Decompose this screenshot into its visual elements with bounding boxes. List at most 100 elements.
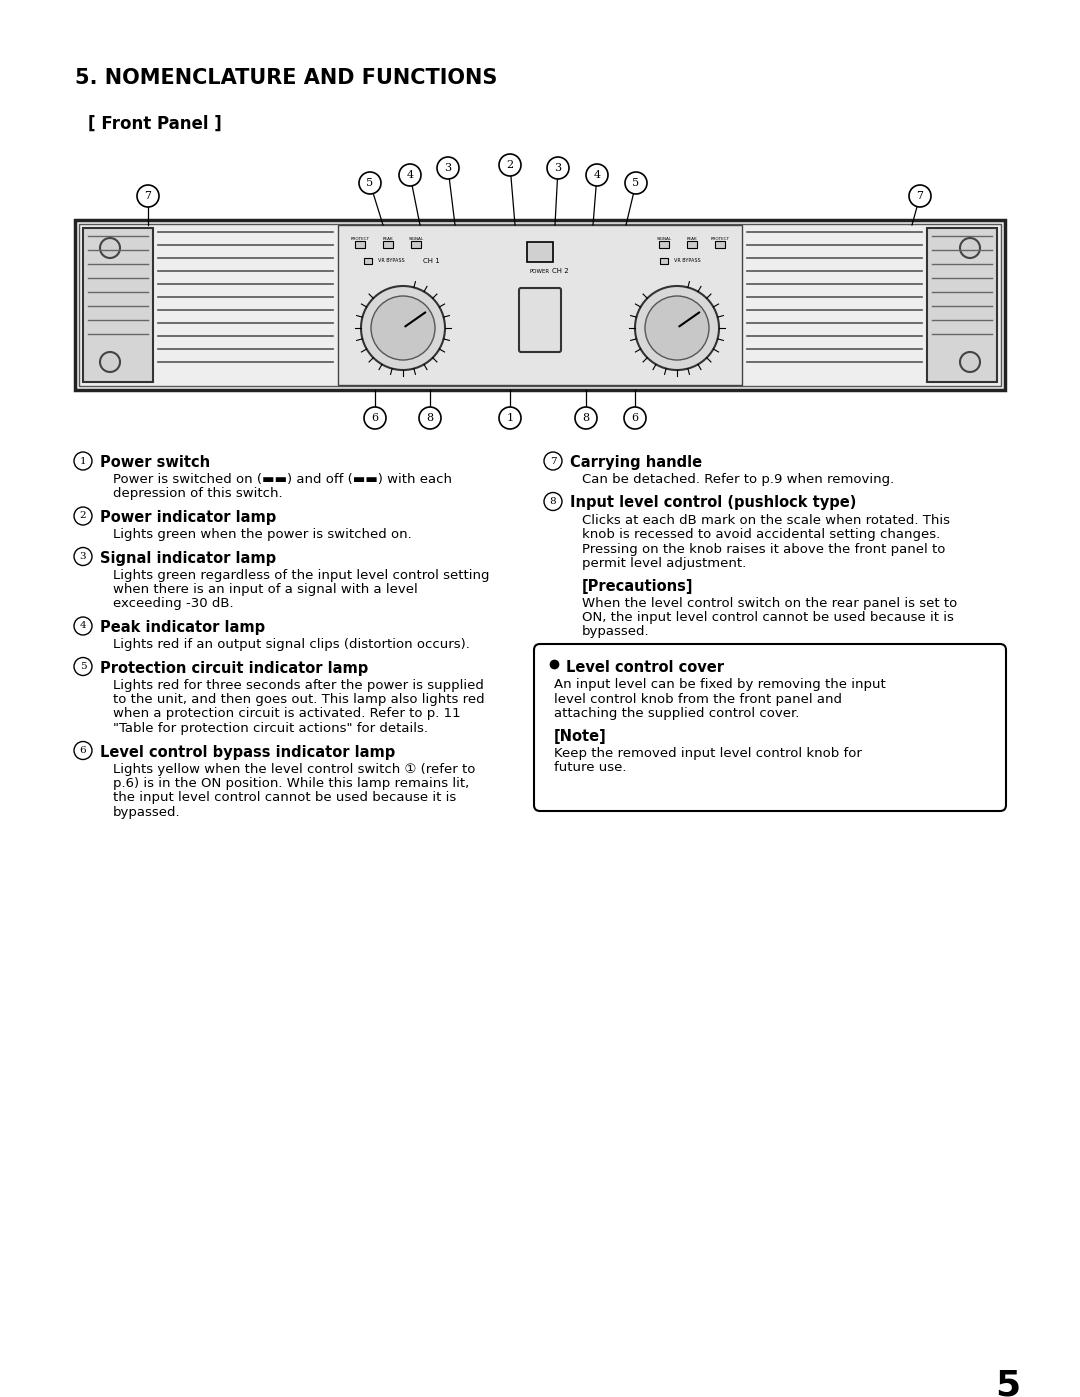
Text: 7: 7: [550, 457, 556, 465]
Text: depression of this switch.: depression of this switch.: [113, 488, 283, 500]
Text: when there is an input of a signal with a level: when there is an input of a signal with …: [113, 583, 418, 597]
FancyBboxPatch shape: [527, 242, 553, 263]
Text: level control knob from the front panel and: level control knob from the front panel …: [554, 693, 842, 705]
Text: "Table for protection circuit actions" for details.: "Table for protection circuit actions" f…: [113, 722, 428, 735]
Circle shape: [544, 453, 562, 469]
Circle shape: [372, 296, 435, 360]
Circle shape: [635, 286, 719, 370]
Text: PROTECT: PROTECT: [711, 237, 730, 242]
Text: Lights yellow when the level control switch ① (refer to: Lights yellow when the level control swi…: [113, 763, 475, 775]
Text: 3: 3: [554, 163, 562, 173]
Text: 4: 4: [80, 622, 86, 630]
Text: 4: 4: [406, 170, 414, 180]
Bar: [715, 242, 725, 249]
Text: CH 1: CH 1: [423, 258, 440, 264]
Text: PEAK: PEAK: [382, 237, 393, 242]
Text: Power is switched on (▬▬) and off (▬▬) with each: Power is switched on (▬▬) and off (▬▬) w…: [113, 474, 453, 486]
FancyBboxPatch shape: [927, 228, 997, 381]
Text: Lights green when the power is switched on.: Lights green when the power is switched …: [113, 528, 411, 541]
Text: when a protection circuit is activated. Refer to p. 11: when a protection circuit is activated. …: [113, 707, 461, 721]
Text: 6: 6: [372, 414, 379, 423]
Text: Pressing on the knob raises it above the front panel to: Pressing on the knob raises it above the…: [582, 542, 945, 556]
Text: An input level can be fixed by removing the input: An input level can be fixed by removing …: [554, 678, 886, 692]
Text: 8: 8: [550, 497, 556, 506]
Text: POWER: POWER: [530, 270, 550, 274]
Text: 1: 1: [507, 414, 514, 423]
Text: 6: 6: [80, 746, 86, 754]
Circle shape: [499, 154, 521, 176]
Circle shape: [361, 286, 445, 370]
Text: 4: 4: [593, 170, 600, 180]
Text: PROTECT: PROTECT: [350, 237, 369, 242]
Text: Clicks at each dB mark on the scale when rotated. This: Clicks at each dB mark on the scale when…: [582, 514, 950, 527]
Text: 5. NOMENCLATURE AND FUNCTIONS: 5. NOMENCLATURE AND FUNCTIONS: [75, 68, 498, 88]
Circle shape: [546, 156, 569, 179]
Circle shape: [960, 352, 980, 372]
Text: Lights red if an output signal clips (distortion occurs).: Lights red if an output signal clips (di…: [113, 638, 470, 651]
Text: Input level control (pushlock type): Input level control (pushlock type): [570, 496, 856, 510]
FancyBboxPatch shape: [534, 644, 1005, 812]
Circle shape: [75, 742, 92, 760]
Text: Lights green regardless of the input level control setting: Lights green regardless of the input lev…: [113, 569, 489, 581]
Text: Power indicator lamp: Power indicator lamp: [100, 510, 276, 525]
Circle shape: [100, 352, 120, 372]
Circle shape: [75, 617, 92, 636]
Text: 6: 6: [632, 414, 638, 423]
Circle shape: [499, 407, 521, 429]
Text: 1: 1: [80, 457, 86, 465]
Circle shape: [960, 237, 980, 258]
Text: 5: 5: [80, 662, 86, 671]
FancyBboxPatch shape: [83, 228, 153, 381]
Text: [ Front Panel ]: [ Front Panel ]: [87, 115, 221, 133]
Text: SIGNAL: SIGNAL: [657, 237, 672, 242]
Text: Power switch: Power switch: [100, 455, 211, 469]
Text: 8: 8: [582, 414, 590, 423]
Text: 5: 5: [995, 1368, 1020, 1397]
Text: ON, the input level control cannot be used because it is: ON, the input level control cannot be us…: [582, 610, 954, 624]
FancyBboxPatch shape: [519, 288, 561, 352]
Text: Carrying handle: Carrying handle: [570, 455, 702, 469]
Text: p.6) is in the ON position. While this lamp remains lit,: p.6) is in the ON position. While this l…: [113, 777, 469, 789]
Text: Lights red for three seconds after the power is supplied: Lights red for three seconds after the p…: [113, 679, 484, 692]
Text: [Precautions]: [Precautions]: [582, 580, 693, 595]
Circle shape: [359, 172, 381, 194]
Text: PEAK: PEAK: [687, 237, 698, 242]
Text: to the unit, and then goes out. This lamp also lights red: to the unit, and then goes out. This lam…: [113, 693, 485, 705]
Text: attaching the supplied control cover.: attaching the supplied control cover.: [554, 707, 799, 719]
Circle shape: [75, 453, 92, 469]
Text: VR BYPASS: VR BYPASS: [674, 258, 701, 264]
Text: permit level adjustment.: permit level adjustment.: [582, 557, 746, 570]
Text: future use.: future use.: [554, 761, 626, 774]
Bar: [355, 242, 365, 249]
Text: [Note]: [Note]: [554, 729, 607, 745]
Text: 8: 8: [427, 414, 433, 423]
Text: Can be detached. Refer to p.9 when removing.: Can be detached. Refer to p.9 when remov…: [582, 474, 894, 486]
Text: the input level control cannot be used because it is: the input level control cannot be used b…: [113, 792, 456, 805]
Circle shape: [437, 156, 459, 179]
Text: exceeding -30 dB.: exceeding -30 dB.: [113, 598, 233, 610]
Text: Keep the removed input level control knob for: Keep the removed input level control kno…: [554, 746, 862, 760]
Text: 3: 3: [445, 163, 451, 173]
Circle shape: [544, 493, 562, 510]
Circle shape: [625, 172, 647, 194]
Text: CH 2: CH 2: [552, 268, 569, 274]
Text: SIGNAL: SIGNAL: [408, 237, 423, 242]
FancyBboxPatch shape: [75, 219, 1005, 390]
Text: Signal indicator lamp: Signal indicator lamp: [100, 550, 276, 566]
Text: When the level control switch on the rear panel is set to: When the level control switch on the rea…: [582, 597, 957, 609]
Circle shape: [364, 407, 386, 429]
Bar: [383, 242, 393, 249]
Text: Protection circuit indicator lamp: Protection circuit indicator lamp: [100, 661, 368, 676]
Text: 2: 2: [80, 511, 86, 521]
Circle shape: [909, 184, 931, 207]
Text: 2: 2: [507, 161, 514, 170]
Circle shape: [575, 407, 597, 429]
Circle shape: [399, 163, 421, 186]
Circle shape: [75, 658, 92, 676]
Bar: [411, 242, 421, 249]
Text: 5: 5: [633, 177, 639, 189]
Circle shape: [645, 296, 708, 360]
Bar: [659, 242, 669, 249]
Text: 3: 3: [80, 552, 86, 562]
Text: 5: 5: [366, 177, 374, 189]
